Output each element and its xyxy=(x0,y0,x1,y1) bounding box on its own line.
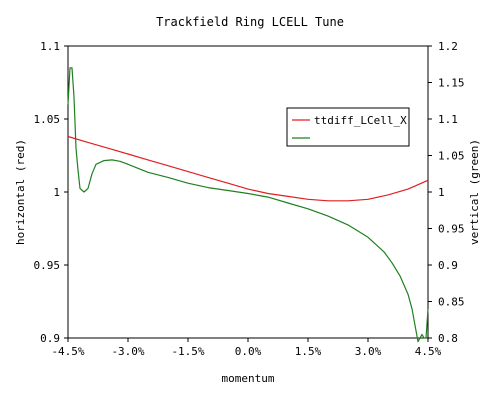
right-y-tick-label: 1.15 xyxy=(438,77,465,90)
right-y-tick-label: 1 xyxy=(438,186,445,199)
x-tick-label: -4.5% xyxy=(51,345,84,358)
right-y-tick-label: 1.05 xyxy=(438,150,465,163)
left-y-tick-label: 1.05 xyxy=(34,113,61,126)
right-y-tick-label: 1.2 xyxy=(438,40,458,53)
left-y-axis-ticks: 0.9 0.95 1 1.05 1.1 xyxy=(34,40,68,345)
x-tick-label: -1.5% xyxy=(171,345,204,358)
right-y-axis-ticks: 0.8 0.85 0.9 0.95 1 1.05 1.1 1.15 1.2 xyxy=(428,40,465,345)
legend-box xyxy=(286,107,410,147)
plot-area-frame xyxy=(67,45,429,339)
legend-label-red: ttdiff_LCell_X xyxy=(314,114,407,127)
x-tick-label: 0.0% xyxy=(235,345,262,358)
series-line-green xyxy=(67,67,429,343)
x-axis-ticks: -4.5% -3.0% -1.5% 0.0% 1.5% 3.0% 4.5% xyxy=(51,338,442,358)
x-tick-label: 3.0% xyxy=(355,345,382,358)
series-layer xyxy=(67,67,429,343)
x-axis-label: momentum xyxy=(222,372,275,385)
x-tick-label: 1.5% xyxy=(295,345,322,358)
left-y-tick-label: 0.95 xyxy=(34,259,61,272)
left-y-tick-label: 0.9 xyxy=(40,332,60,345)
right-y-tick-label: 0.95 xyxy=(438,223,465,236)
right-y-tick-label: 1.1 xyxy=(438,113,458,126)
chart-title: Trackfield Ring LCELL Tune xyxy=(156,15,344,29)
x-tick-label: 4.5% xyxy=(415,345,442,358)
right-y-tick-label: 0.8 xyxy=(438,332,458,345)
right-y-axis-label: vertical (green) xyxy=(468,139,481,245)
series-line-red xyxy=(67,135,429,202)
left-y-axis-label: horizontal (red) xyxy=(14,139,27,245)
legend: ttdiff_LCell_X xyxy=(286,107,410,147)
right-y-tick-label: 0.85 xyxy=(438,296,465,309)
left-y-tick-label: 1 xyxy=(53,186,60,199)
left-y-tick-label: 1.1 xyxy=(40,40,60,53)
right-y-tick-label: 0.9 xyxy=(438,259,458,272)
x-tick-label: -3.0% xyxy=(111,345,144,358)
